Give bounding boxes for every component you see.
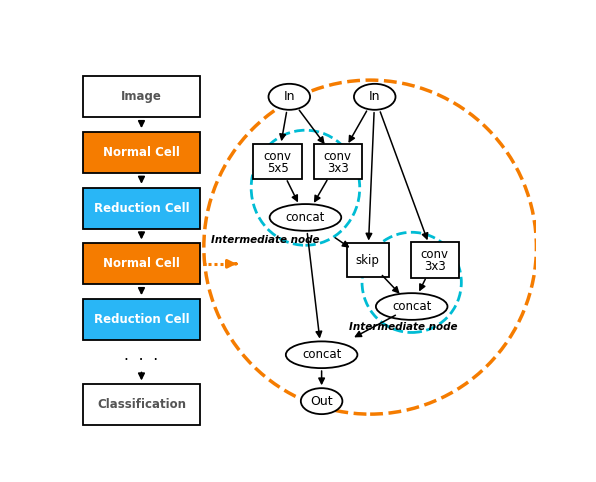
FancyBboxPatch shape (313, 144, 362, 179)
Ellipse shape (268, 84, 310, 110)
Ellipse shape (269, 204, 342, 231)
FancyBboxPatch shape (83, 132, 200, 173)
Text: 3x3: 3x3 (327, 161, 349, 174)
Text: concat: concat (302, 348, 342, 361)
Text: Intermediate node: Intermediate node (211, 235, 319, 245)
Ellipse shape (301, 388, 342, 414)
Ellipse shape (286, 341, 358, 368)
Text: conv: conv (421, 248, 449, 261)
FancyBboxPatch shape (83, 188, 200, 228)
Text: Intermediate node: Intermediate node (349, 322, 458, 332)
FancyBboxPatch shape (411, 242, 459, 278)
Text: concat: concat (392, 300, 432, 313)
FancyBboxPatch shape (83, 243, 200, 284)
Text: skip: skip (356, 254, 380, 267)
FancyBboxPatch shape (253, 144, 302, 179)
Text: Normal Cell: Normal Cell (103, 146, 180, 159)
Text: Out: Out (311, 395, 333, 408)
Text: In: In (369, 90, 380, 103)
Text: Image: Image (121, 90, 162, 103)
Text: ·  ·  ·: · · · (125, 353, 159, 368)
FancyBboxPatch shape (347, 243, 389, 277)
Text: 3x3: 3x3 (424, 260, 446, 273)
Text: In: In (284, 90, 295, 103)
FancyBboxPatch shape (83, 385, 200, 425)
Ellipse shape (354, 84, 396, 110)
Text: 5x5: 5x5 (267, 161, 288, 174)
Text: conv: conv (324, 150, 352, 163)
Ellipse shape (376, 293, 448, 320)
Text: Reduction Cell: Reduction Cell (94, 201, 190, 214)
Text: Normal Cell: Normal Cell (103, 257, 180, 270)
Text: concat: concat (285, 211, 325, 224)
Text: conv: conv (264, 150, 291, 163)
FancyBboxPatch shape (83, 76, 200, 117)
Text: Reduction Cell: Reduction Cell (94, 313, 190, 326)
Text: Classification: Classification (97, 398, 186, 411)
FancyBboxPatch shape (83, 299, 200, 340)
